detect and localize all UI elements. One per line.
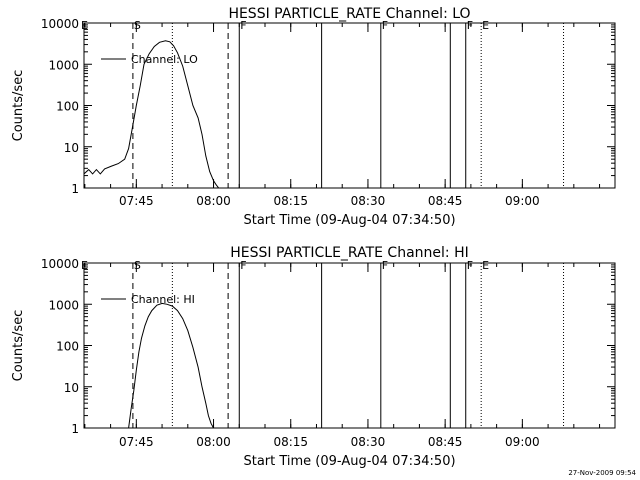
x-axis-label: Start Time (09-Aug-04 07:34:50) <box>243 454 455 469</box>
y-tick-label: 10 <box>64 381 79 395</box>
x-tick-label: 08:00 <box>196 435 231 449</box>
legend-label: Channel: LO <box>131 53 198 66</box>
y-axis-label: Counts/sec <box>11 70 26 142</box>
series-line <box>128 302 214 429</box>
event-flag-label: S <box>134 19 141 32</box>
edge-flag-label: E <box>81 19 88 32</box>
x-tick-label: 09:00 <box>505 194 540 208</box>
y-tick-label: 10 <box>64 141 79 155</box>
event-flag-label: E <box>482 259 489 272</box>
x-tick-label: 08:00 <box>196 194 231 208</box>
x-tick-label: 08:30 <box>351 435 386 449</box>
y-tick-label: 100 <box>56 340 79 354</box>
event-flag-label: F <box>382 259 388 272</box>
x-tick-label: 08:30 <box>351 194 386 208</box>
chart-title: HESSI PARTICLE_RATE Channel: LO <box>228 6 470 22</box>
chart-title: HESSI PARTICLE_RATE Channel: HI <box>230 245 468 261</box>
event-flag-label: F <box>382 19 388 32</box>
x-tick-label: 08:15 <box>273 194 308 208</box>
y-tick-label: 10000 <box>41 17 79 31</box>
x-tick-label: 08:45 <box>428 435 463 449</box>
y-tick-label: 1 <box>71 182 79 196</box>
edge-flag-label: E <box>81 259 88 272</box>
x-tick-label: 08:45 <box>428 194 463 208</box>
plot-frame <box>83 262 616 429</box>
y-tick-label: 1000 <box>48 58 79 72</box>
y-tick-label: 1000 <box>48 298 79 312</box>
x-axis-label: Start Time (09-Aug-04 07:34:50) <box>243 213 455 228</box>
y-tick-label: 1 <box>71 422 79 436</box>
x-tick-label: 07:45 <box>119 435 154 449</box>
series-line <box>83 40 224 189</box>
footer-timestamp: 27-Nov-2009 09:54 <box>568 469 636 477</box>
event-flag-label: F <box>467 259 473 272</box>
event-flag-label: F <box>240 259 246 272</box>
event-flag-label: F <box>467 19 473 32</box>
y-tick-label: 10000 <box>41 257 79 271</box>
y-axis-label: Counts/sec <box>11 310 26 382</box>
x-tick-label: 08:15 <box>273 435 308 449</box>
x-tick-label: 09:00 <box>505 435 540 449</box>
event-flag-label: E <box>482 19 489 32</box>
plot-frame <box>83 22 616 189</box>
x-tick-label: 07:45 <box>119 194 154 208</box>
legend-label: Channel: HI <box>131 293 195 306</box>
y-tick-label: 100 <box>56 100 79 114</box>
lo-channel-panel: HESSI PARTICLE_RATE Channel: LO 1 10 100 100… <box>11 6 616 228</box>
hi-channel-panel: HESSI PARTICLE_RATE Channel: HI 1 10 100 100… <box>11 245 616 469</box>
event-flag-label: F <box>240 19 246 32</box>
event-flag-label: S <box>134 259 141 272</box>
